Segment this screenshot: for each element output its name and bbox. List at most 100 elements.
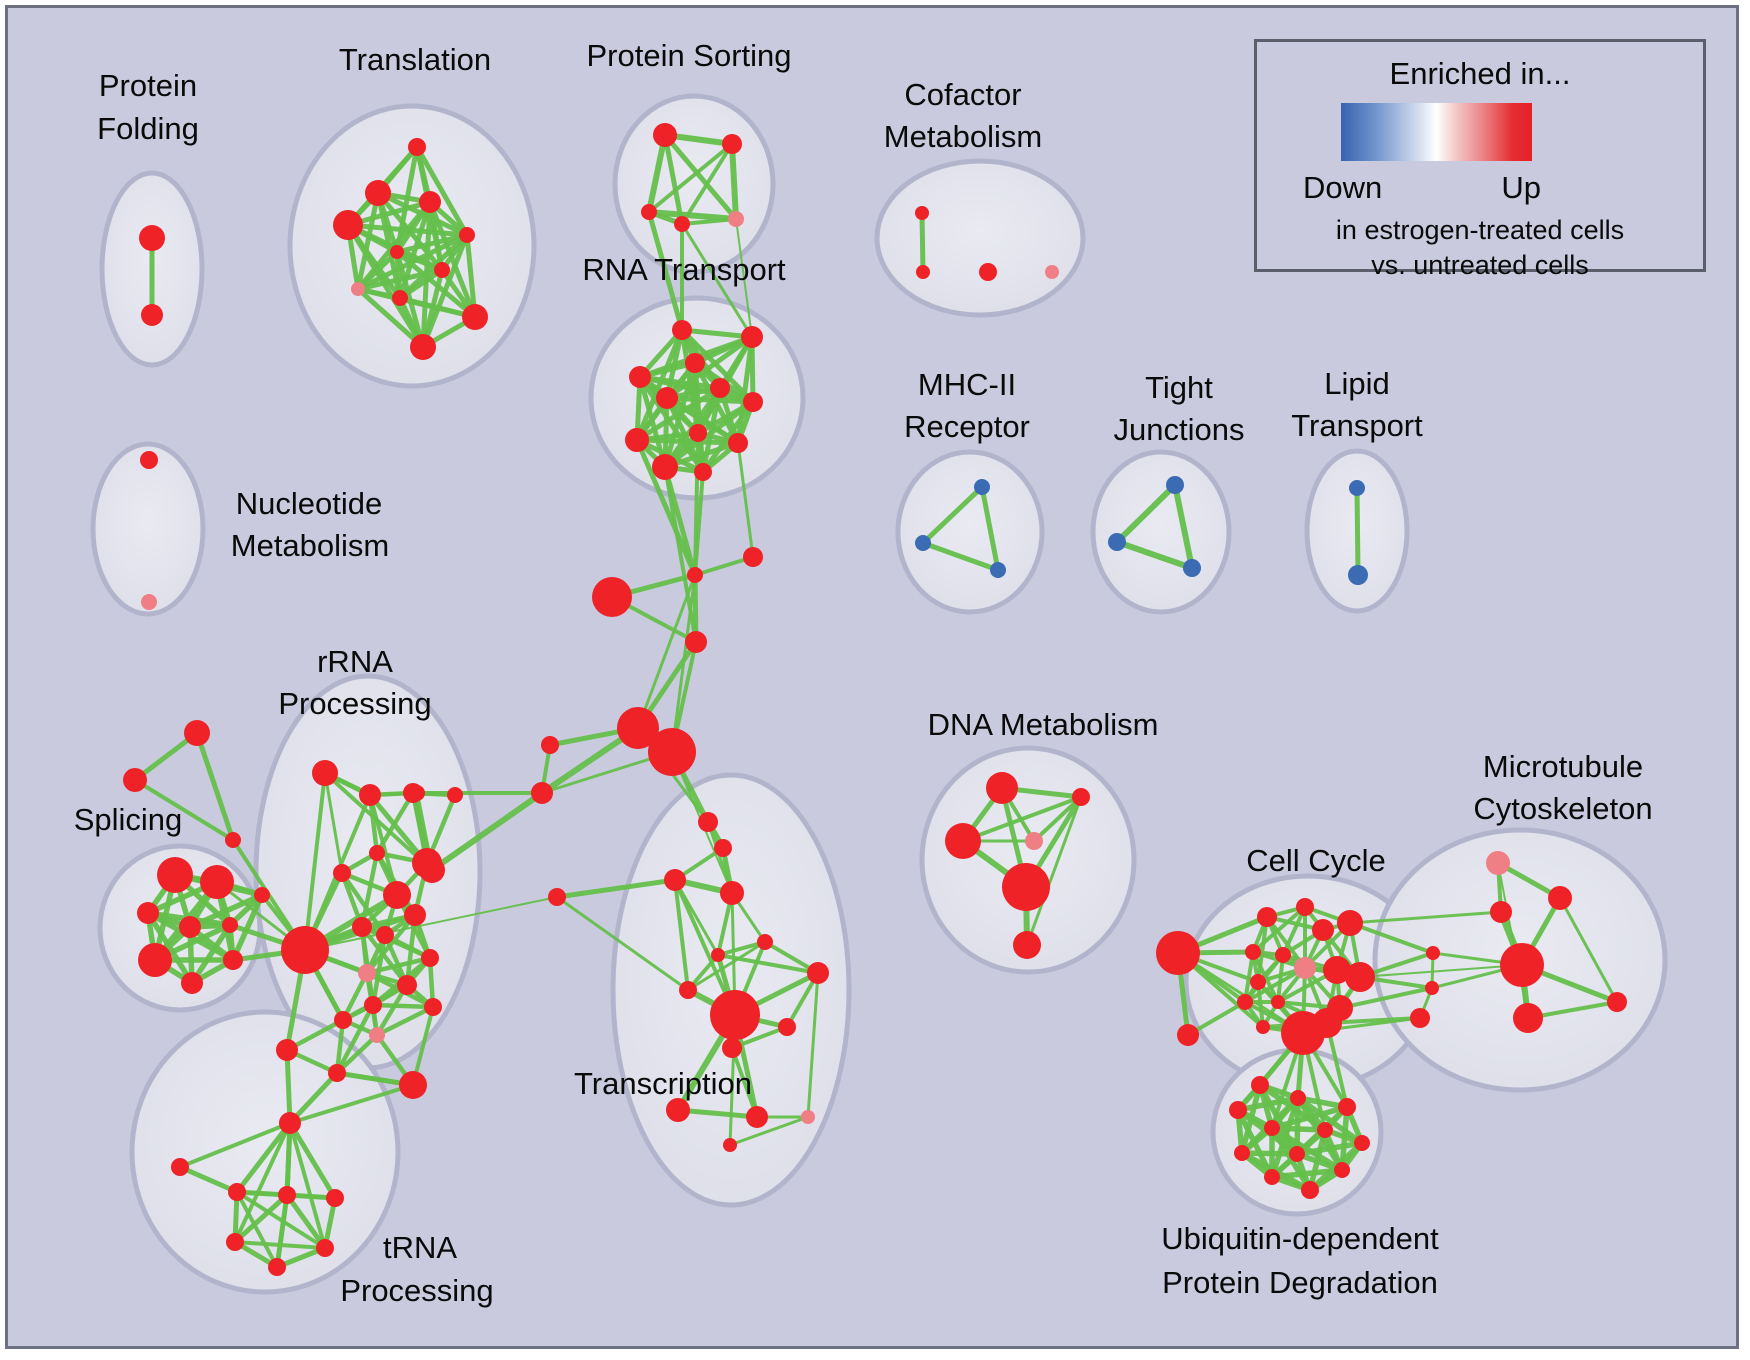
gene-set-node-rrna_processing-3[interactable] bbox=[447, 787, 463, 803]
gene-set-node-transcription-9[interactable] bbox=[778, 1018, 796, 1036]
gene-set-node-ubiquitin_degradation-3[interactable] bbox=[1229, 1101, 1247, 1119]
gene-set-node-rrna_processing-10[interactable] bbox=[404, 904, 426, 926]
gene-set-node-ubiquitin_degradation-10[interactable] bbox=[1264, 1169, 1280, 1185]
gene-set-node-cell_cycle-4[interactable] bbox=[1337, 910, 1363, 936]
gene-set-node-translation-0[interactable] bbox=[408, 138, 426, 156]
gene-set-node-dna_metabolism-4[interactable] bbox=[1002, 863, 1050, 911]
gene-set-node-tight_junctions-2[interactable] bbox=[1183, 559, 1201, 577]
gene-set-node-cell_cycle-16[interactable] bbox=[1312, 1008, 1342, 1038]
gene-set-node-protein_sorting-1[interactable] bbox=[722, 134, 742, 154]
gene-set-node-mhc_ii_receptor-1[interactable] bbox=[915, 535, 931, 551]
gene-set-node-trna_processing-7[interactable] bbox=[316, 1239, 334, 1257]
gene-set-node-rna_transport-0[interactable] bbox=[672, 320, 692, 340]
gene-set-node-ubiquitin_degradation-11[interactable] bbox=[1301, 1181, 1319, 1199]
gene-set-node-transcription-7[interactable] bbox=[679, 981, 697, 999]
gene-set-node-rrna_processing-18[interactable] bbox=[276, 1039, 298, 1061]
gene-set-node-backbone-12[interactable] bbox=[123, 768, 147, 792]
gene-set-node-ubiquitin_degradation-1[interactable] bbox=[1290, 1090, 1306, 1106]
gene-set-node-microtubule_cytoskeleton-6[interactable] bbox=[1513, 1003, 1543, 1033]
gene-set-node-transcription-2[interactable] bbox=[664, 869, 686, 891]
gene-set-node-protein_sorting-0[interactable] bbox=[653, 123, 677, 147]
gene-set-node-backbone-5[interactable] bbox=[648, 728, 696, 776]
gene-set-node-ubiquitin_degradation-5[interactable] bbox=[1317, 1122, 1333, 1138]
gene-set-node-transcription-3[interactable] bbox=[720, 881, 744, 905]
gene-set-node-splicing-0[interactable] bbox=[157, 857, 193, 893]
gene-set-node-transcription-13[interactable] bbox=[801, 1110, 815, 1124]
gene-set-node-backbone-11[interactable] bbox=[184, 720, 210, 746]
gene-set-node-cell_cycle-11[interactable] bbox=[1237, 994, 1253, 1010]
gene-set-node-ubiquitin_degradation-8[interactable] bbox=[1289, 1146, 1305, 1162]
gene-set-node-cell_cycle-9[interactable] bbox=[1345, 962, 1375, 992]
gene-set-node-translation-7[interactable] bbox=[351, 282, 365, 296]
gene-set-node-transcription-8[interactable] bbox=[710, 990, 760, 1040]
gene-set-node-dna_metabolism-3[interactable] bbox=[1025, 832, 1043, 850]
gene-set-node-cell_cycle-14[interactable] bbox=[1256, 1020, 1270, 1034]
gene-set-node-cofactor_metabolism-1[interactable] bbox=[916, 265, 930, 279]
gene-set-node-microtubule_cytoskeleton-0[interactable] bbox=[1486, 851, 1510, 875]
gene-set-node-dna_metabolism-0[interactable] bbox=[986, 772, 1018, 804]
gene-set-node-backbone-7[interactable] bbox=[531, 782, 553, 804]
gene-set-node-cell_cycle-6[interactable] bbox=[1275, 947, 1291, 963]
gene-set-node-backbone-0[interactable] bbox=[687, 567, 703, 583]
gene-set-node-ubiquitin_degradation-2[interactable] bbox=[1338, 1098, 1356, 1116]
gene-set-node-splicing-3[interactable] bbox=[179, 916, 201, 938]
gene-set-node-rna_transport-11[interactable] bbox=[694, 463, 712, 481]
gene-set-node-mhc_ii_receptor-0[interactable] bbox=[974, 479, 990, 495]
gene-set-node-protein_sorting-2[interactable] bbox=[641, 204, 657, 220]
gene-set-node-rna_transport-1[interactable] bbox=[741, 326, 763, 348]
gene-set-node-trna_processing-2[interactable] bbox=[228, 1183, 246, 1201]
gene-set-node-rrna_processing-4[interactable] bbox=[333, 864, 351, 882]
gene-set-node-rna_transport-9[interactable] bbox=[728, 433, 748, 453]
gene-set-node-lipid_transport-0[interactable] bbox=[1349, 480, 1365, 496]
gene-set-node-transcription-1[interactable] bbox=[714, 839, 732, 857]
gene-set-node-splicing-4[interactable] bbox=[222, 917, 238, 933]
gene-set-node-translation-2[interactable] bbox=[419, 191, 441, 213]
gene-set-node-translation-3[interactable] bbox=[333, 210, 363, 240]
gene-set-node-translation-5[interactable] bbox=[390, 245, 404, 259]
gene-set-node-splicing-1[interactable] bbox=[200, 865, 234, 899]
gene-set-node-backbone-3[interactable] bbox=[685, 631, 707, 653]
gene-set-node-rna_transport-2[interactable] bbox=[685, 353, 705, 373]
gene-set-node-rrna_processing-1[interactable] bbox=[359, 784, 381, 806]
gene-set-node-transcription-12[interactable] bbox=[746, 1106, 768, 1128]
gene-set-node-trna_processing-0[interactable] bbox=[279, 1112, 301, 1134]
gene-set-node-backbone-1[interactable] bbox=[592, 577, 632, 617]
gene-set-node-splicing-8[interactable] bbox=[254, 887, 270, 903]
gene-set-node-backbone-8[interactable] bbox=[419, 857, 445, 883]
gene-set-node-rrna_processing-16[interactable] bbox=[334, 1011, 352, 1029]
gene-set-node-splicing-6[interactable] bbox=[181, 972, 203, 994]
gene-set-node-dna_metabolism-2[interactable] bbox=[945, 823, 981, 859]
gene-set-node-microtubule_cytoskeleton-7[interactable] bbox=[1607, 992, 1627, 1012]
gene-set-node-dna_metabolism-5[interactable] bbox=[1013, 931, 1041, 959]
gene-set-node-transcription-4[interactable] bbox=[757, 934, 773, 950]
gene-set-node-cell_cycle-3[interactable] bbox=[1312, 919, 1334, 941]
gene-set-node-microtubule_cytoskeleton-3[interactable] bbox=[1500, 943, 1544, 987]
gene-set-node-rrna_processing-20[interactable] bbox=[399, 1071, 427, 1099]
gene-set-node-translation-8[interactable] bbox=[392, 290, 408, 306]
gene-set-node-rrna_processing-12[interactable] bbox=[364, 996, 382, 1014]
gene-set-node-cell_cycle-10[interactable] bbox=[1250, 974, 1266, 990]
gene-set-node-cofactor_metabolism-0[interactable] bbox=[915, 206, 929, 220]
gene-set-node-microtubule_cytoskeleton-4[interactable] bbox=[1426, 946, 1440, 960]
gene-set-node-backbone-6[interactable] bbox=[541, 736, 559, 754]
gene-set-node-tight_junctions-1[interactable] bbox=[1108, 533, 1126, 551]
gene-set-node-cell_cycle-12[interactable] bbox=[1271, 995, 1285, 1009]
gene-set-node-splicing-5[interactable] bbox=[138, 943, 172, 977]
gene-set-node-rna_transport-10[interactable] bbox=[652, 454, 678, 480]
gene-set-node-backbone-2[interactable] bbox=[743, 547, 763, 567]
gene-set-node-microtubule_cytoskeleton-2[interactable] bbox=[1490, 901, 1512, 923]
gene-set-node-backbone-9[interactable] bbox=[409, 785, 425, 801]
gene-set-node-cofactor_metabolism-2[interactable] bbox=[979, 263, 997, 281]
gene-set-node-rrna_processing-21[interactable] bbox=[281, 926, 329, 974]
gene-set-node-cell_cycle-0[interactable] bbox=[1156, 931, 1200, 975]
gene-set-node-backbone-10[interactable] bbox=[548, 888, 566, 906]
gene-set-node-lipid_transport-1[interactable] bbox=[1348, 565, 1368, 585]
gene-set-node-cell_cycle-5[interactable] bbox=[1245, 944, 1261, 960]
gene-set-node-protein_sorting-4[interactable] bbox=[728, 211, 744, 227]
gene-set-node-translation-9[interactable] bbox=[462, 304, 488, 330]
gene-set-node-rna_transport-7[interactable] bbox=[625, 428, 649, 452]
gene-set-node-transcription-10[interactable] bbox=[722, 1038, 742, 1058]
gene-set-node-rna_transport-6[interactable] bbox=[743, 392, 763, 412]
gene-set-node-rna_transport-5[interactable] bbox=[656, 387, 678, 409]
gene-set-node-cell_cycle-2[interactable] bbox=[1296, 898, 1314, 916]
